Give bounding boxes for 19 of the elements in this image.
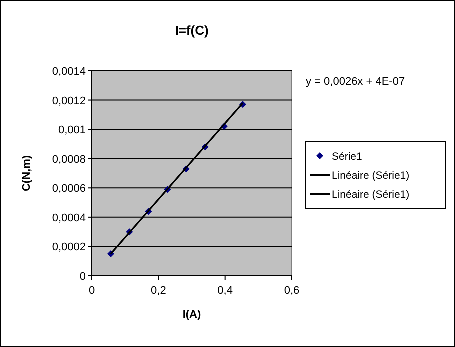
x-axis-title: I(A) bbox=[182, 309, 202, 321]
y-tick-label: 0,0012 bbox=[52, 95, 86, 108]
y-tick-label: 0,0006 bbox=[52, 183, 86, 196]
y-tick-label: 0,001 bbox=[58, 124, 86, 137]
x-tick-label: 0,6 bbox=[284, 285, 300, 297]
x-tick-label: 0,2 bbox=[151, 285, 166, 297]
legend-label: Linéaire (Série1) bbox=[332, 189, 410, 201]
legend-label: Linéaire (Série1) bbox=[332, 170, 410, 182]
chart-title: I=f(C) bbox=[175, 23, 209, 38]
y-tick-label: 0 bbox=[80, 271, 86, 283]
x-tick-label: 0 bbox=[88, 285, 96, 297]
y-tick-label: 0,0008 bbox=[52, 154, 86, 166]
y-tick-label: 0,0014 bbox=[52, 66, 86, 78]
x-tick-label: 0,4 bbox=[218, 285, 233, 297]
y-tick-label: 0,0004 bbox=[52, 212, 86, 224]
y-tick-label: 0,0002 bbox=[52, 242, 86, 254]
legend-label: Série1 bbox=[332, 151, 363, 163]
y-axis-title: C(N,m) bbox=[21, 155, 33, 192]
text: y = 0,0026x + 4E-07 bbox=[306, 76, 406, 88]
